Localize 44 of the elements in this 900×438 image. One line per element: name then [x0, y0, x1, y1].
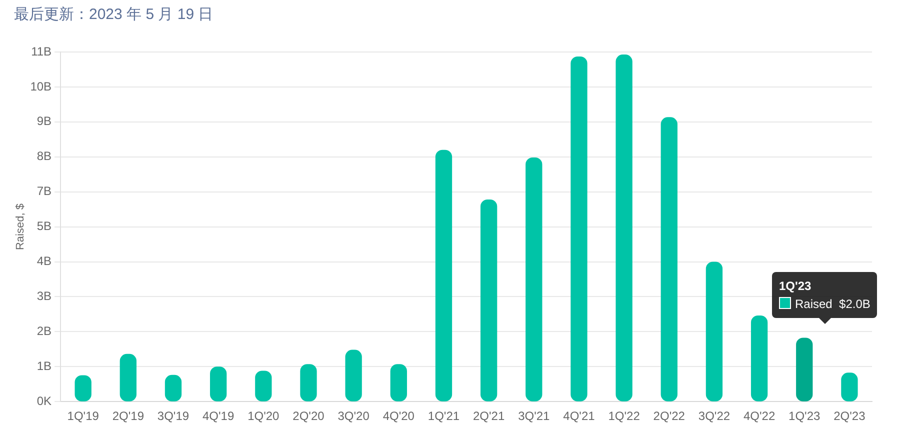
bar	[526, 158, 542, 402]
x-tick-label: 1Q'23	[788, 409, 821, 424]
x-tick-label: 2Q'21	[472, 409, 505, 424]
y-tick-label: 10B	[30, 79, 52, 94]
x-tick-label: 2Q'22	[653, 409, 686, 424]
x-tick-label: 3Q'19	[157, 409, 190, 424]
x-tick-label: 4Q'20	[382, 409, 415, 424]
bar	[616, 54, 632, 402]
y-tick-label: 2B	[36, 324, 52, 338]
annotation: 1Q'23	[779, 279, 812, 293]
y-tick-label: 4B	[36, 254, 52, 268]
y-tick-label: 8B	[36, 149, 52, 164]
x-tick-label: 2Q'23	[834, 409, 866, 424]
y-tick-label: 9B	[36, 114, 52, 128]
annotation: Raised $2.0B	[795, 297, 870, 311]
y-tick-label: 7B	[36, 184, 52, 198]
y-tick-label: 11B	[31, 44, 52, 58]
x-tick-label: 1Q'22	[608, 409, 640, 424]
bar	[660, 117, 678, 402]
bar	[796, 338, 813, 402]
x-tick-label: 2Q'19	[112, 409, 144, 424]
bar	[480, 199, 498, 402]
y-axis-title: Raised, $	[14, 204, 27, 250]
x-tick-label: 4Q'19	[202, 409, 234, 424]
x-tick-label: 1Q'21	[428, 409, 460, 424]
bar	[120, 354, 137, 402]
x-tick-label: 4Q'22	[743, 409, 776, 424]
x-tick-label: 3Q'22	[698, 409, 730, 424]
bar	[706, 262, 723, 402]
y-tick-label: 3B	[36, 289, 52, 304]
x-tick-label: 1Q'20	[248, 409, 280, 424]
x-tick-label: 4Q'21	[563, 409, 596, 424]
y-tick-label: 1B	[36, 358, 52, 373]
bar	[750, 315, 768, 402]
bar	[570, 56, 588, 402]
bar	[435, 150, 452, 402]
y-tick-label: 5B	[36, 219, 52, 234]
x-tick-label: 2Q'20	[292, 409, 325, 424]
x-tick-label: 3Q'21	[518, 409, 550, 424]
bar	[345, 350, 362, 402]
chart-title: 最后更新：2023 年 5 月 19 日	[14, 6, 214, 24]
y-tick-label: 0K	[36, 394, 52, 408]
x-tick-label: 3Q'20	[338, 409, 370, 424]
x-tick-label: 1Q'19	[67, 409, 100, 424]
